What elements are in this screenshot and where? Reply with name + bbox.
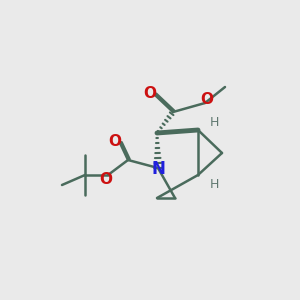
Text: O: O xyxy=(100,172,112,188)
Text: H: H xyxy=(210,178,219,191)
Text: O: O xyxy=(143,86,157,101)
Text: O: O xyxy=(109,134,122,149)
Text: H: H xyxy=(210,116,219,128)
Text: O: O xyxy=(200,92,214,107)
Text: N: N xyxy=(151,160,165,178)
